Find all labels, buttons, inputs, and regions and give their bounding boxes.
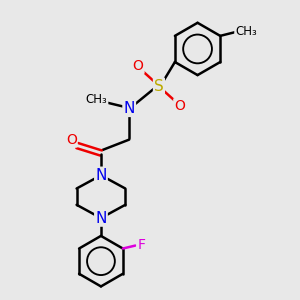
Text: CH₃: CH₃ [235,25,257,38]
Text: N: N [95,168,106,183]
Text: N: N [95,211,106,226]
Text: F: F [137,238,145,252]
Text: S: S [154,79,164,94]
Text: O: O [133,59,143,73]
Text: O: O [174,99,185,113]
Text: O: O [66,133,77,147]
Text: N: N [124,101,135,116]
Text: CH₃: CH₃ [85,93,107,106]
